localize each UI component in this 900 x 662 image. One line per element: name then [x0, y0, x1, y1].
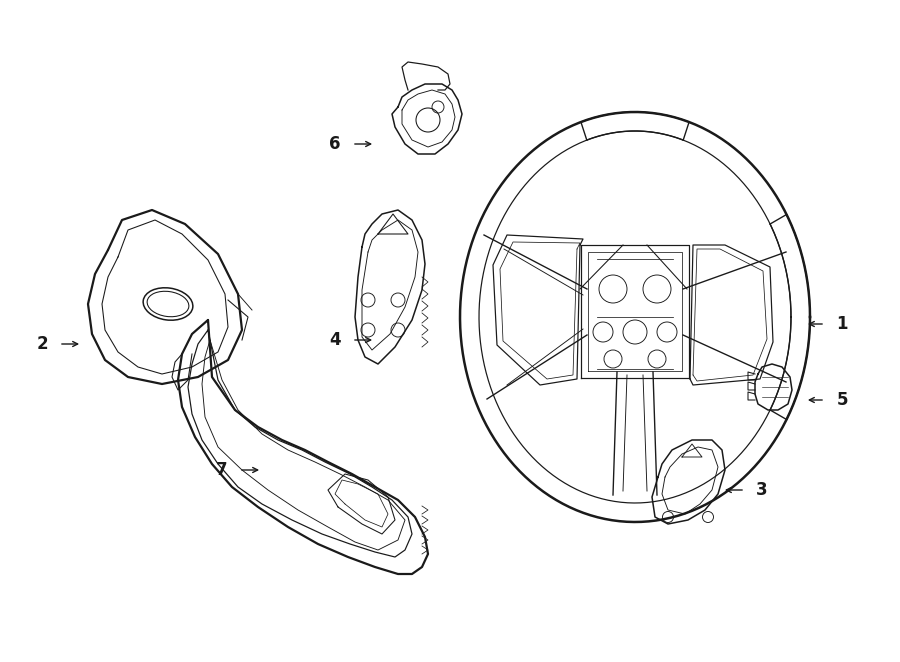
Text: 3: 3 — [756, 481, 768, 499]
Text: 7: 7 — [216, 461, 228, 479]
Text: 5: 5 — [836, 391, 848, 409]
Text: 4: 4 — [329, 331, 341, 349]
Text: 1: 1 — [836, 315, 848, 333]
Text: 6: 6 — [329, 135, 341, 153]
Text: 2: 2 — [36, 335, 48, 353]
